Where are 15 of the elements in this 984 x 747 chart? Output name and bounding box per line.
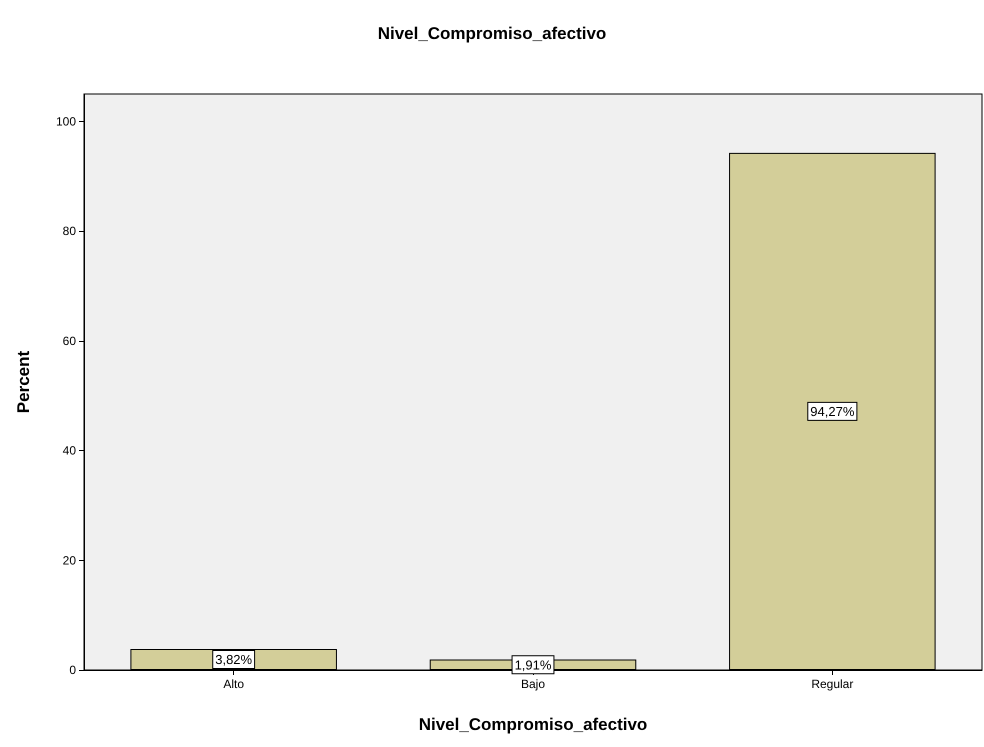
x-tick-label: Alto bbox=[223, 677, 244, 691]
data-label: 3,82% bbox=[215, 652, 253, 668]
y-tick-label: 60 bbox=[62, 334, 76, 348]
y-tick-label: 100 bbox=[56, 114, 76, 128]
x-axis-title: Nivel_Compromiso_afectivo bbox=[418, 715, 648, 734]
data-label: 1,91% bbox=[514, 657, 552, 672]
x-tick-label: Regular bbox=[811, 677, 854, 691]
y-tick-label: 40 bbox=[62, 444, 76, 458]
chart-title: Nivel_Compromiso_afectivo bbox=[378, 24, 606, 43]
y-axis-title: Percent bbox=[14, 350, 33, 414]
y-tick-label: 80 bbox=[62, 224, 76, 238]
data-label: 94,27% bbox=[810, 404, 855, 419]
y-tick-label: 20 bbox=[62, 553, 76, 568]
x-tick-label: Bajo bbox=[520, 677, 546, 691]
y-tick-label: 0 bbox=[69, 663, 76, 677]
